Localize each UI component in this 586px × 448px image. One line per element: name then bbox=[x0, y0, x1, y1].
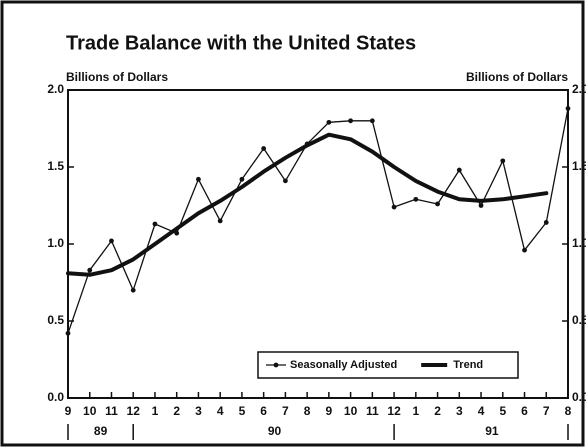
point bbox=[217, 218, 223, 224]
point bbox=[500, 158, 506, 164]
point bbox=[152, 221, 158, 227]
point bbox=[261, 146, 267, 151]
y-tick-label: 1.5 bbox=[47, 159, 64, 173]
y2-tick-label: 1.5 bbox=[572, 159, 586, 173]
legend-box bbox=[257, 351, 519, 379]
point bbox=[456, 167, 462, 173]
x-tick-label: 11 bbox=[366, 404, 379, 418]
y-tick-label: 2.0 bbox=[47, 82, 64, 96]
chart-title: Trade Balance with the United States bbox=[66, 32, 416, 54]
point bbox=[87, 267, 93, 273]
y2-axis-title: Billions of Dollars bbox=[466, 70, 568, 84]
legend-label: Trend bbox=[453, 359, 483, 371]
point bbox=[348, 118, 354, 124]
point bbox=[413, 196, 419, 202]
y-tick-label: 0.0 bbox=[47, 390, 64, 404]
series-line bbox=[67, 107, 569, 334]
x-tick-label: 3 bbox=[195, 404, 202, 418]
y-tick-label: 0.5 bbox=[47, 313, 64, 327]
point bbox=[282, 178, 288, 184]
x-tick-label: 9 bbox=[326, 404, 333, 418]
legend: Seasonally Adjusted Trend bbox=[257, 351, 519, 379]
y2-tick-label: 1.0 bbox=[572, 236, 586, 250]
point bbox=[196, 176, 201, 182]
y2-tick-label: 0.5 bbox=[572, 313, 586, 327]
legend-label: Seasonally Adjusted bbox=[290, 359, 397, 371]
point bbox=[543, 220, 549, 225]
y2-tick-label: 0.0 bbox=[572, 390, 586, 404]
year-label: 90 bbox=[268, 424, 282, 438]
x-tick-label: 2 bbox=[434, 404, 441, 418]
x-tick-label: 4 bbox=[217, 404, 224, 418]
point bbox=[391, 204, 397, 210]
year-label: 89 bbox=[94, 424, 108, 438]
point bbox=[239, 176, 245, 182]
x-tick-label: 1 bbox=[412, 404, 419, 418]
y-axis-title: Billions of Dollars bbox=[66, 70, 168, 84]
x-tick-label: 12 bbox=[387, 404, 401, 418]
point bbox=[174, 230, 180, 236]
x-tick-label: 7 bbox=[282, 404, 289, 418]
point bbox=[478, 203, 484, 208]
x-tick-label: 10 bbox=[83, 404, 97, 418]
x-tick-label: 5 bbox=[499, 404, 506, 418]
x-tick-label: 7 bbox=[543, 404, 550, 418]
x-tick-label: 8 bbox=[304, 404, 311, 418]
point bbox=[565, 106, 571, 111]
x-tick-label: 6 bbox=[260, 404, 267, 418]
point bbox=[522, 247, 527, 253]
point bbox=[326, 119, 332, 125]
x-tick-label: 5 bbox=[239, 404, 246, 418]
x-tick-label: 10 bbox=[344, 404, 358, 418]
x-tick-label: 2 bbox=[173, 404, 180, 418]
point bbox=[435, 201, 440, 207]
x-tick-label: 6 bbox=[521, 404, 528, 418]
x-tick-label: 4 bbox=[478, 404, 485, 418]
x-tick-label: 1 bbox=[152, 404, 159, 418]
x-tick-label: 3 bbox=[456, 404, 463, 418]
point bbox=[369, 118, 375, 124]
point bbox=[109, 238, 114, 244]
legend-swatch bbox=[273, 362, 279, 368]
y-tick-label: 1.0 bbox=[47, 236, 64, 250]
year-label: 91 bbox=[485, 424, 499, 438]
x-tick-label: 12 bbox=[127, 404, 141, 418]
x-tick-label: 11 bbox=[105, 404, 118, 418]
x-tick-label: 9 bbox=[65, 404, 72, 418]
trend-line bbox=[66, 132, 549, 277]
x-tick-label: 8 bbox=[565, 404, 572, 418]
point bbox=[65, 330, 71, 336]
y2-tick-label: 2.0 bbox=[572, 82, 586, 96]
point bbox=[130, 287, 136, 293]
